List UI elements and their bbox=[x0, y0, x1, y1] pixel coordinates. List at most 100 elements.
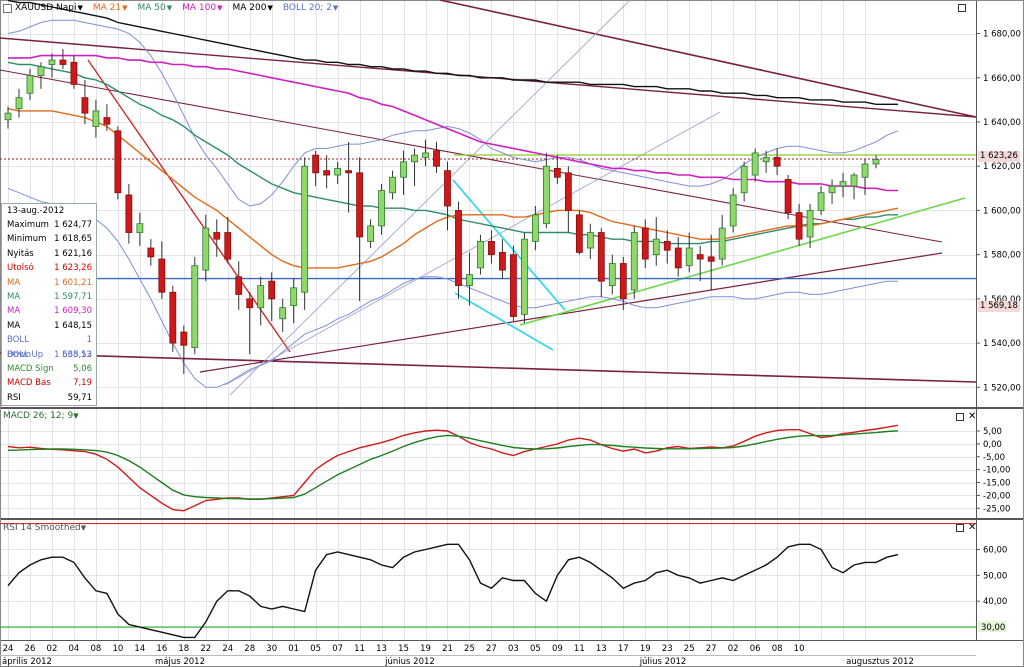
x-day-label: 17 bbox=[618, 644, 629, 654]
rsi-close-icon[interactable]: ✕ bbox=[968, 522, 977, 533]
candle-body bbox=[795, 212, 803, 240]
trendline bbox=[0, 352, 977, 383]
wedge-line bbox=[454, 292, 554, 351]
chart-header: XAUUSD Napi▼ MA 21▼ MA 50▼ MA 100▼ MA 20… bbox=[0, 1, 348, 15]
price-tick-label: 1 600,00 bbox=[983, 206, 1021, 216]
x-day-label: 02 bbox=[728, 644, 739, 654]
indicator-ma100[interactable]: MA 100▼ bbox=[182, 3, 223, 13]
candle-body bbox=[619, 263, 627, 300]
indicator-ma200[interactable]: MA 200▼ bbox=[232, 3, 273, 13]
x-day-label: 08 bbox=[772, 644, 783, 654]
candle-body bbox=[246, 298, 254, 309]
x-day-label: 01 bbox=[288, 644, 299, 654]
x-month-label: július 2012 bbox=[639, 657, 687, 667]
legend-value: 1 623,26 bbox=[54, 263, 92, 274]
macd-tick-label: -10,00 bbox=[983, 466, 1010, 476]
candle-body bbox=[191, 265, 199, 348]
legend-row: BOLL Up 1 635,53 bbox=[2, 348, 96, 362]
candle-body bbox=[751, 152, 759, 176]
rsi-tick-label: 50,00 bbox=[983, 571, 1007, 581]
symbol-checkbox[interactable] bbox=[3, 3, 12, 13]
rsi-maximize-button[interactable] bbox=[956, 524, 964, 532]
candle-body bbox=[872, 159, 880, 165]
legend-label: MA bbox=[7, 291, 21, 302]
candle-body bbox=[367, 225, 374, 242]
candle-body bbox=[345, 170, 353, 174]
rsi-level-tag bbox=[978, 621, 1006, 633]
x-month-label: augusztus 2012 bbox=[846, 657, 914, 667]
legend-row: Nyitás 1 621,16 bbox=[2, 247, 96, 261]
candle-body bbox=[707, 256, 715, 262]
legend-label: Minimum bbox=[7, 234, 47, 245]
main-maximize-button[interactable] bbox=[958, 4, 966, 12]
candle-body bbox=[861, 163, 869, 178]
candle-body bbox=[696, 254, 704, 260]
legend-label: MA bbox=[7, 277, 21, 288]
x-day-label: 05 bbox=[310, 644, 321, 654]
candle-body bbox=[806, 210, 814, 238]
indicator-ma50[interactable]: MA 50▼ bbox=[137, 3, 173, 13]
candle-body bbox=[48, 59, 56, 65]
legend-row: Minimum 1 618,65 bbox=[2, 232, 96, 246]
candle-body bbox=[4, 112, 12, 121]
candle-body bbox=[290, 287, 298, 306]
x-month-label: május 2012 bbox=[155, 657, 205, 667]
x-day-label: 24 bbox=[3, 644, 14, 654]
legend-label: Utolsó bbox=[7, 263, 34, 274]
candle-body bbox=[81, 97, 89, 114]
candle-body bbox=[147, 247, 155, 258]
x-day-label: 25 bbox=[684, 644, 695, 654]
price-tick-label: 1 640,00 bbox=[983, 118, 1021, 128]
x-day-label: 09 bbox=[552, 644, 563, 654]
trendline bbox=[87, 59, 291, 353]
macd-tick-label: -25,00 bbox=[983, 504, 1010, 514]
legend-label: MACD Sign bbox=[7, 363, 54, 374]
candle-body bbox=[641, 227, 649, 260]
legend-label: Nyitás bbox=[7, 248, 34, 259]
legend-label: BOLL Up bbox=[7, 349, 44, 360]
x-day-label: 13 bbox=[596, 644, 607, 654]
candle-body bbox=[850, 174, 858, 187]
x-day-label: 10 bbox=[112, 644, 123, 654]
x-day-label: 18 bbox=[178, 644, 189, 654]
x-day-label: 11 bbox=[574, 644, 585, 654]
candle-body bbox=[663, 240, 671, 251]
candle-body bbox=[125, 194, 133, 233]
symbol-label[interactable]: XAUUSD Napi▼ bbox=[15, 3, 83, 13]
rsi-level-label: 30,00 bbox=[981, 623, 1005, 633]
candle-body bbox=[70, 61, 78, 85]
x-day-label: 14 bbox=[134, 644, 145, 654]
macd-maximize-button[interactable] bbox=[956, 413, 964, 421]
legend-rows: Maximum 1 624,77 Minimum 1 618,65 Nyitás 1 62… bbox=[2, 218, 96, 405]
candle-body bbox=[356, 172, 363, 238]
candle-body bbox=[235, 276, 243, 295]
macd-panel-title[interactable]: MACD 26; 12; 9▼ bbox=[3, 411, 79, 421]
x-day-label: 15 bbox=[398, 644, 409, 654]
x-day-label: 27 bbox=[706, 644, 717, 654]
candle-body bbox=[477, 240, 484, 269]
candle-body bbox=[59, 59, 67, 65]
x-day-label: 19 bbox=[420, 644, 431, 654]
candle-body bbox=[553, 168, 561, 178]
candle-body bbox=[729, 194, 737, 227]
price-tick-label: 1 620,00 bbox=[983, 162, 1021, 172]
legend-value: 1 609,30 bbox=[54, 306, 92, 317]
legend-value: 1 624,77 bbox=[54, 220, 92, 230]
indicator-ma21[interactable]: MA 21▼ bbox=[92, 3, 128, 13]
trendline bbox=[0, 69, 943, 243]
legend-value: 1 618,65 bbox=[54, 234, 92, 245]
x-day-label: 11 bbox=[354, 644, 365, 654]
candle-body bbox=[685, 247, 693, 267]
candle-body bbox=[455, 210, 462, 287]
rsi-tick-label: 40,00 bbox=[983, 597, 1007, 607]
candle-body bbox=[92, 110, 100, 127]
last-price-tag: 1 623,26 bbox=[978, 151, 1020, 162]
candle-body bbox=[488, 240, 495, 256]
legend-value: 5,06 bbox=[73, 363, 92, 374]
candle-body bbox=[378, 190, 385, 227]
macd-close-icon[interactable]: ✕ bbox=[968, 411, 977, 422]
x-day-label: 05 bbox=[530, 644, 541, 654]
rsi-panel-title[interactable]: RSI 14 Smoothed▼ bbox=[3, 523, 87, 533]
indicator-boll[interactable]: BOLL 20; 2▼ bbox=[282, 3, 339, 13]
